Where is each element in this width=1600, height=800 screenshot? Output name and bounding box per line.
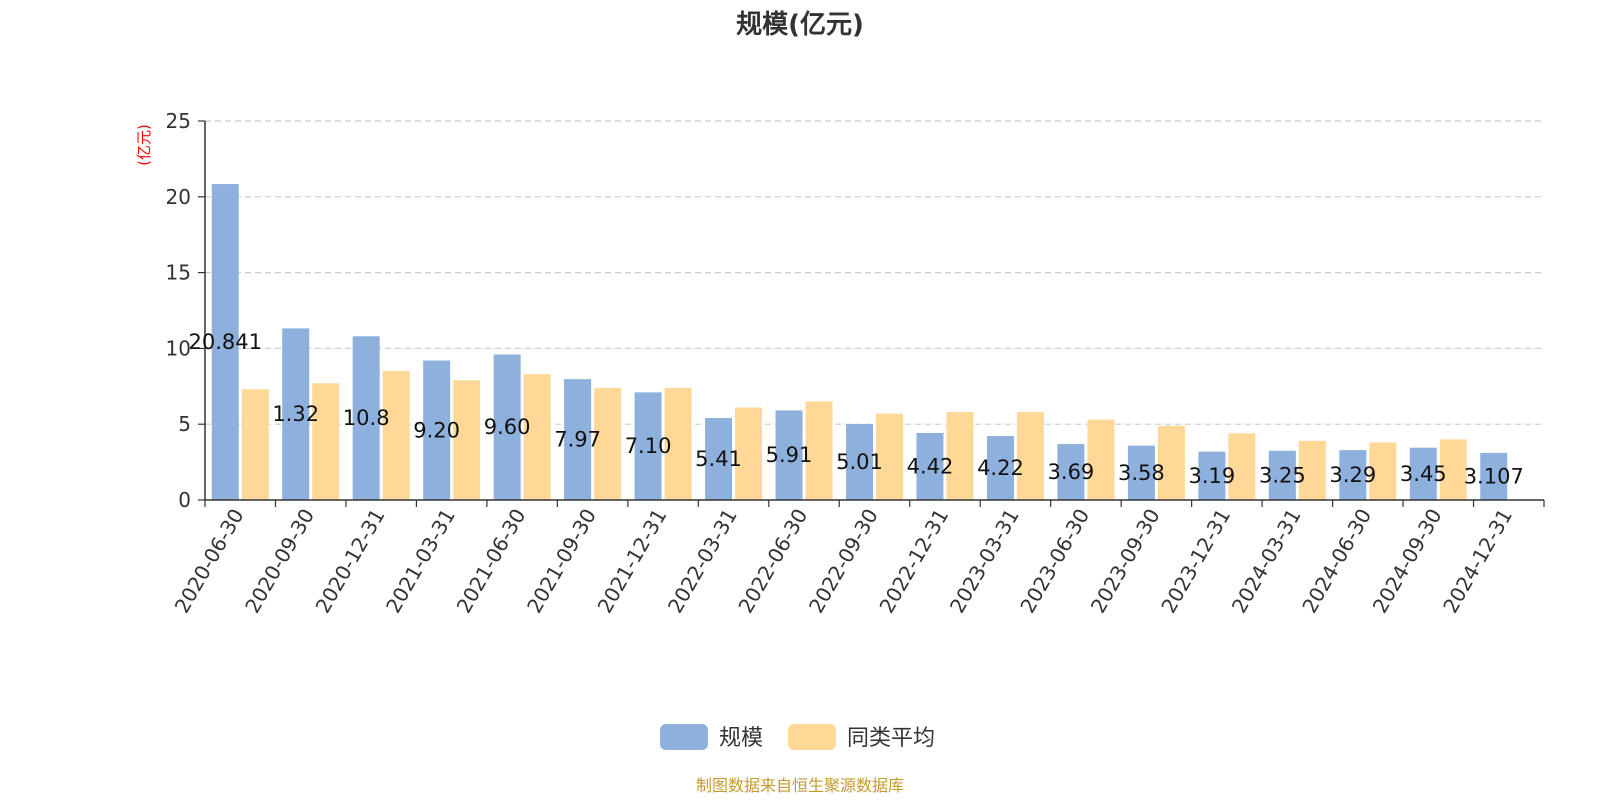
bar-scale (564, 379, 592, 500)
data-label: 10.8 (343, 406, 390, 430)
data-label: 3.58 (1118, 461, 1165, 485)
x-tick-label: 2023-09-30 (1086, 505, 1165, 618)
y-tick-label: 25 (166, 109, 191, 133)
bar-peer-average (805, 401, 833, 500)
legend-item-peer-average[interactable]: 同类平均 (788, 724, 935, 751)
bar-scale (352, 336, 380, 500)
legend-item-scale[interactable]: 规模 (660, 724, 763, 751)
bar-peer-average (876, 413, 903, 500)
x-tick-label: 2024-09-30 (1368, 505, 1447, 618)
data-labels: 20.841 1.32 10.8 9.20 9.60 7.97 7.10 5.41 5.91 5.… (188, 330, 1523, 488)
x-tick-label: 2024-06-30 (1297, 505, 1376, 618)
bar-scale (916, 432, 944, 500)
bar-peer-average (1369, 442, 1397, 500)
x-tick-label: 2020-09-30 (240, 505, 319, 618)
bar-peer-average (1087, 419, 1115, 500)
bar-peer-average (735, 407, 763, 500)
data-label: 9.60 (484, 415, 531, 439)
x-tick-label: 2024-03-31 (1227, 505, 1306, 618)
bar-peer-average (1157, 425, 1185, 500)
bar-scale (1057, 444, 1085, 500)
y-tick-label: 10 (166, 336, 191, 360)
bar-peer-average (946, 412, 974, 500)
data-label: 7.97 (554, 428, 601, 452)
bar-peer-average (241, 389, 269, 500)
y-axis-ticks: 0 5 10 15 20 25 (166, 109, 205, 512)
bar-scale (1480, 452, 1508, 500)
x-tick-label: 2022-12-31 (874, 504, 953, 617)
bar-scale (1198, 451, 1226, 500)
bar-peer-average (594, 387, 622, 500)
bar-peer-average (453, 380, 481, 500)
bar-scale (775, 410, 803, 500)
y-axis-unit-label: (亿元) (135, 124, 153, 166)
x-tick-label: 2021-03-31 (381, 505, 460, 618)
x-tick-label: 2023-06-30 (1015, 505, 1094, 618)
bar-scale (211, 184, 239, 500)
x-tick-label: 2022-03-31 (663, 505, 742, 618)
data-label: 3.107 (1464, 464, 1524, 488)
data-label: 5.91 (766, 443, 813, 467)
bar-scale (1409, 447, 1437, 500)
data-label: 3.69 (1048, 460, 1095, 484)
axes (204, 121, 1544, 501)
x-tick-label: 2023-12-31 (1156, 505, 1235, 618)
y-tick-label: 20 (166, 185, 191, 209)
data-label: 4.42 (907, 454, 954, 478)
bar-peer-average (382, 371, 410, 500)
bar-scale (1268, 450, 1296, 500)
x-axis-ticks: 2020-06-302020-09-302020-12-312021-03-31… (170, 500, 1545, 618)
data-label: 3.25 (1259, 463, 1306, 487)
bars (211, 184, 1508, 500)
x-tick-label: 2024-12-31 (1438, 505, 1517, 618)
legend-label: 同类平均 (847, 726, 935, 751)
y-tick-label: 0 (178, 488, 191, 512)
bar-peer-average (523, 374, 551, 500)
bar-peer-average (312, 383, 340, 500)
data-label: 9.20 (413, 418, 460, 442)
source-note: 制图数据来自恒生聚源数据库 (696, 776, 904, 795)
y-tick-label: 5 (178, 412, 191, 436)
bar-peer-average (664, 387, 692, 500)
x-tick-label: 2021-12-31 (593, 505, 672, 618)
legend-swatch (788, 724, 836, 750)
bar-scale (282, 328, 310, 500)
legend-label: 规模 (719, 726, 763, 751)
x-tick-label: 2022-06-30 (733, 505, 812, 618)
legend-swatch (660, 724, 708, 750)
data-label: 4.22 (977, 456, 1024, 480)
data-label: 5.41 (695, 447, 742, 471)
x-tick-label: 2020-06-30 (170, 505, 249, 618)
data-label: 1.32 (272, 402, 319, 426)
x-tick-label: 2021-06-30 (452, 505, 531, 618)
bar-scale (493, 354, 521, 500)
bar-scale (846, 424, 873, 500)
x-tick-label: 2022-09-30 (804, 505, 883, 618)
data-label: 3.19 (1188, 464, 1235, 488)
x-tick-label: 2021-09-30 (522, 505, 601, 618)
bar-scale (1127, 445, 1155, 500)
bar-scale (423, 360, 451, 500)
bar-scale (705, 417, 733, 500)
x-tick-label: 2020-12-31 (311, 505, 390, 618)
bar-peer-average (1439, 439, 1467, 500)
data-label: 7.10 (625, 434, 672, 458)
data-label: 5.01 (836, 450, 883, 474)
chart-title: 规模(亿元) (736, 10, 864, 40)
data-label: 3.45 (1400, 462, 1447, 486)
bar-peer-average (1298, 440, 1326, 500)
bar-scale (1339, 450, 1367, 500)
bar-peer-average (1016, 412, 1044, 500)
legend[interactable]: 规模 同类平均 (660, 724, 935, 751)
bar-scale (634, 392, 662, 500)
y-tick-label: 15 (166, 261, 191, 285)
data-label: 3.29 (1329, 463, 1376, 487)
data-label: 20.841 (188, 330, 261, 354)
bar-scale (986, 436, 1014, 500)
x-tick-label: 2023-03-31 (945, 505, 1024, 618)
bar-peer-average (1228, 433, 1256, 500)
